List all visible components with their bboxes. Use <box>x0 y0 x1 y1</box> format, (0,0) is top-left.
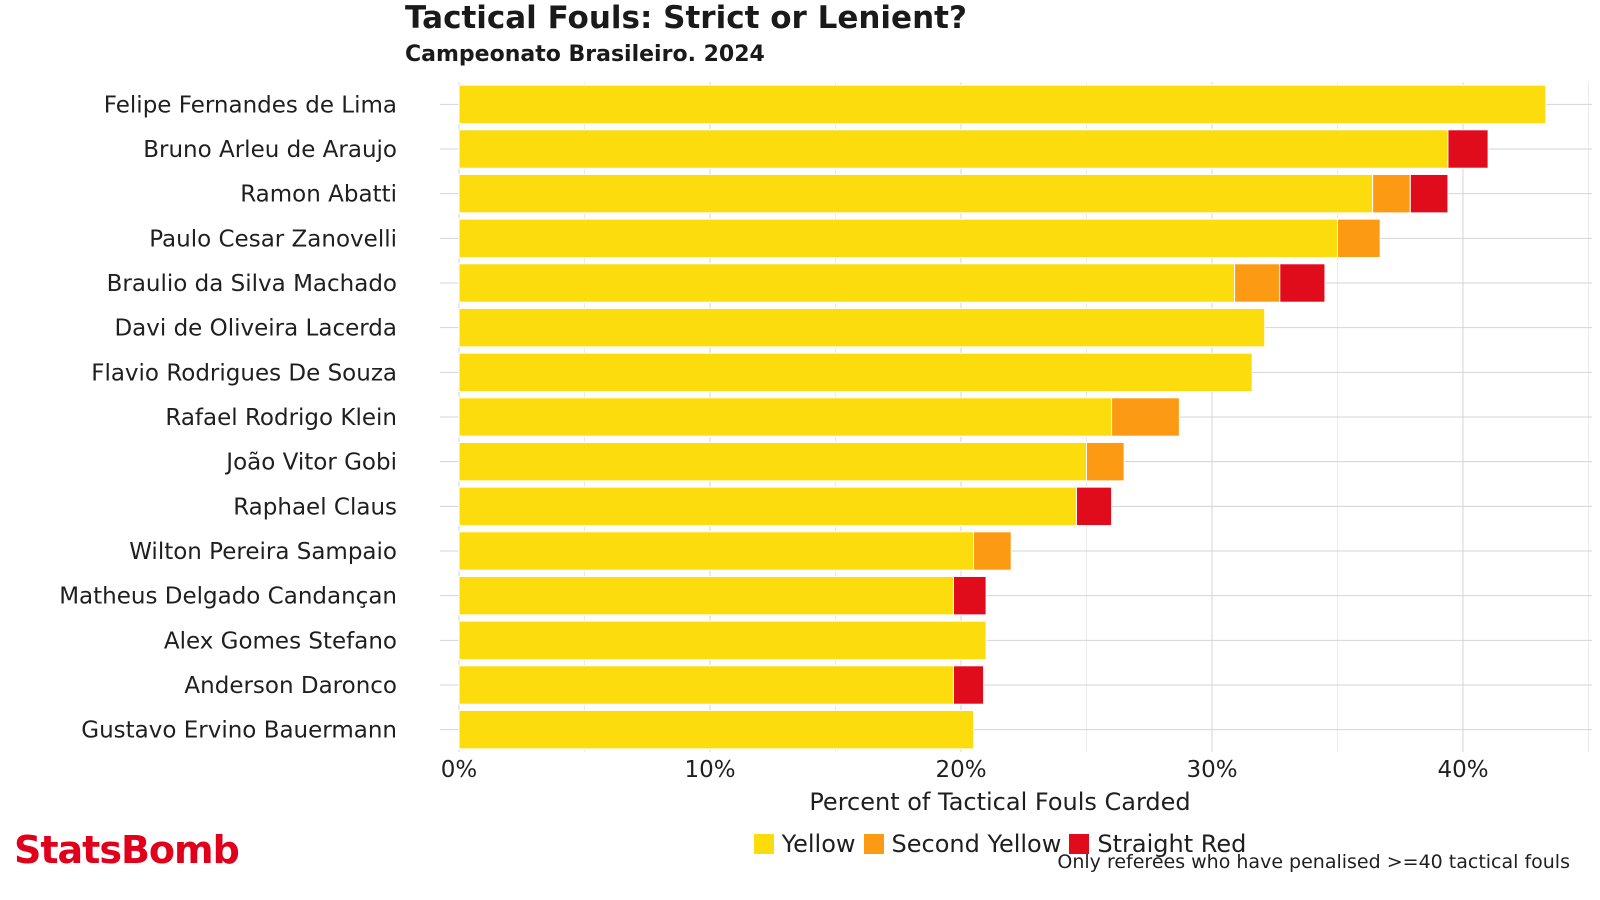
legend-item-yellow: Yellow <box>753 830 856 858</box>
y-tick-label: Raphael Claus <box>233 494 397 520</box>
y-tick-label: Wilton Pereira Sampaio <box>129 539 397 565</box>
bar-segment-yellow <box>458 620 987 661</box>
x-tick-label: 40% <box>1437 757 1488 783</box>
bar-segment-second-yellow <box>1372 173 1411 214</box>
bar-segment-second-yellow <box>1086 441 1125 482</box>
bar-segment-straight-red <box>1075 486 1113 527</box>
y-tick-label: Felipe Fernandes de Lima <box>104 92 397 118</box>
y-tick-label: Gustavo Ervino Bauermann <box>81 718 397 744</box>
bar-segment-yellow <box>458 531 975 571</box>
bar-segment-yellow <box>458 218 1338 259</box>
chart-subtitle: Campeonato Brasileiro. 2024 <box>405 42 765 67</box>
legend-item-straight-red: Straight Red <box>1069 830 1246 858</box>
legend-label-second-yellow: Second Yellow <box>891 830 1062 858</box>
bar-segment-yellow <box>458 441 1087 482</box>
bar-segment-straight-red <box>1447 129 1489 169</box>
x-axis-title: Percent of Tactical Fouls Carded <box>809 788 1191 816</box>
legend: Yellow Second Yellow Straight Red <box>440 830 1560 858</box>
bar-segment-yellow <box>458 129 1449 169</box>
y-tick-label: Ramon Abatti <box>240 182 397 208</box>
y-tick-label: Braulio da Silva Machado <box>107 271 397 297</box>
x-tick-label: 30% <box>1186 757 1237 783</box>
bar-segment-second-yellow <box>1111 397 1180 437</box>
chart-title: Tactical Fouls: Strict or Lenient? <box>405 0 967 36</box>
legend-swatch-yellow <box>753 834 774 854</box>
y-tick-label: Matheus Delgado Candançan <box>59 584 397 610</box>
y-tick-label: Anderson Daronco <box>184 673 397 699</box>
bar-segment-yellow <box>458 84 1547 125</box>
legend-item-second-yellow: Second Yellow <box>863 830 1062 858</box>
x-tick-label: 0% <box>441 757 478 783</box>
bar-segment-straight-red <box>1409 173 1449 214</box>
bar-segment-straight-red <box>952 575 987 616</box>
y-tick-label: Alex Gomes Stefano <box>164 628 397 654</box>
bar-segment-second-yellow <box>1337 218 1381 259</box>
bar-segment-yellow <box>458 307 1266 348</box>
legend-label-yellow: Yellow <box>781 830 856 858</box>
y-tick-label: Bruno Arleu de Araujo <box>143 137 397 163</box>
bar-segment-yellow <box>458 263 1236 303</box>
legend-swatch-second-yellow <box>863 834 884 854</box>
y-tick-label: Rafael Rodrigo Klein <box>165 405 397 431</box>
y-axis-labels: Felipe Fernandes de Lima Bruno Arleu de A… <box>59 92 397 743</box>
bar-segment-yellow <box>458 665 954 705</box>
bar-segment-yellow <box>458 709 975 750</box>
bars-group <box>458 84 1547 750</box>
x-tick-label: 10% <box>684 757 735 783</box>
bar-segment-yellow <box>458 486 1077 527</box>
y-tick-label: João Vitor Gobi <box>224 450 397 476</box>
legend-swatch-straight-red <box>1069 834 1090 854</box>
bar-segment-yellow <box>458 173 1374 214</box>
bar-segment-yellow <box>458 397 1113 437</box>
statsbomb-logo: StatsBomb <box>14 828 240 872</box>
bar-segment-straight-red <box>952 665 985 705</box>
legend-label-straight-red: Straight Red <box>1097 830 1247 858</box>
x-axis-labels: 0% 10% 20% 30% 40% <box>441 757 1489 783</box>
bar-segment-straight-red <box>1279 263 1326 303</box>
x-tick-label: 20% <box>935 757 986 783</box>
y-tick-label: Davi de Oliveira Lacerda <box>114 316 397 342</box>
y-tick-label: Paulo Cesar Zanovelli <box>149 226 397 252</box>
bar-segment-second-yellow <box>1234 263 1281 303</box>
footnote: Only referees who have penalised >=40 ta… <box>1057 851 1570 873</box>
bar-segment-yellow <box>458 575 954 616</box>
bar-segment-yellow <box>458 352 1253 393</box>
bar-segment-second-yellow <box>973 531 1012 571</box>
y-tick-label: Flavio Rodrigues De Souza <box>91 360 397 386</box>
